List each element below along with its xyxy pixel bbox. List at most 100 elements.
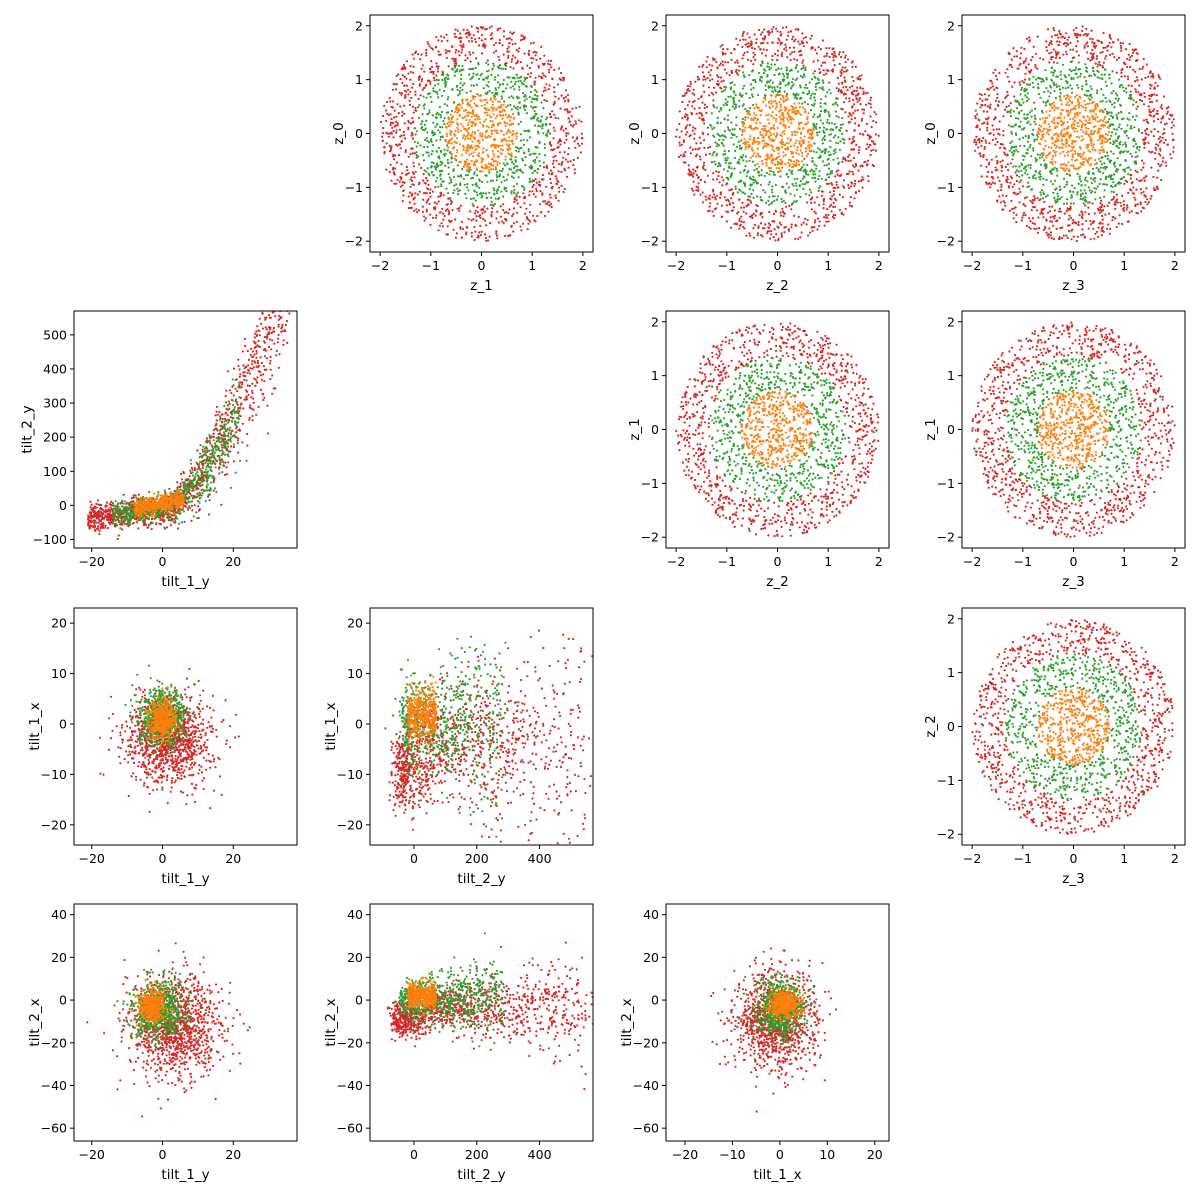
scatter-point bbox=[469, 60, 472, 63]
scatter-point bbox=[711, 154, 714, 157]
scatter-point bbox=[517, 80, 520, 83]
scatter-point bbox=[580, 132, 584, 135]
scatter-point bbox=[780, 134, 783, 138]
scatter-point bbox=[547, 59, 550, 63]
scatter-point bbox=[493, 202, 496, 206]
scatter-point bbox=[770, 229, 773, 233]
scatter-point bbox=[774, 107, 777, 110]
scatter-point bbox=[772, 132, 776, 135]
scatter-point bbox=[467, 189, 470, 192]
scatter-point bbox=[822, 39, 825, 42]
scatter-point bbox=[717, 134, 720, 137]
scatter-point bbox=[731, 81, 734, 84]
scatter-point bbox=[437, 113, 440, 116]
scatter-point bbox=[1158, 165, 1162, 168]
scatter-point bbox=[502, 133, 505, 136]
scatter-point bbox=[1136, 171, 1139, 174]
scatter-point bbox=[773, 220, 776, 223]
scatter-point bbox=[984, 103, 987, 107]
scatter-point bbox=[540, 101, 543, 104]
scatter-point bbox=[722, 168, 726, 171]
scatter-point bbox=[578, 144, 581, 147]
scatter-point bbox=[1006, 163, 1009, 166]
scatter-point bbox=[799, 236, 802, 239]
scatter-point bbox=[838, 129, 841, 132]
scatter-point bbox=[819, 148, 822, 151]
scatter-point bbox=[533, 169, 536, 172]
scatter-point bbox=[712, 151, 715, 154]
scatter-point bbox=[412, 165, 415, 168]
scatter-point bbox=[555, 177, 558, 180]
scatter-point bbox=[1111, 219, 1114, 222]
scatter-point bbox=[782, 120, 785, 123]
scatter-point bbox=[1080, 210, 1083, 213]
scatter-point bbox=[1006, 90, 1009, 93]
scatter-point bbox=[400, 163, 403, 166]
scatter-point bbox=[834, 101, 838, 104]
scatter-point bbox=[421, 210, 424, 213]
scatter-point bbox=[774, 163, 777, 166]
scatter-point bbox=[811, 78, 814, 81]
scatter-point bbox=[839, 74, 842, 77]
scatter-point bbox=[453, 140, 456, 143]
scatter-point bbox=[1126, 204, 1129, 207]
scatter-point bbox=[1150, 130, 1153, 133]
scatter-point bbox=[511, 113, 514, 116]
scatter-point bbox=[715, 60, 718, 64]
scatter-point bbox=[536, 94, 539, 98]
scatter-point bbox=[392, 172, 396, 175]
scatter-point bbox=[713, 58, 716, 61]
scatter-point bbox=[678, 136, 681, 139]
scatter-point bbox=[476, 160, 479, 163]
scatter-point bbox=[771, 138, 774, 141]
scatter-point bbox=[516, 108, 519, 111]
scatter-point bbox=[399, 147, 402, 150]
scatter-point bbox=[1031, 222, 1034, 225]
scatter-point bbox=[487, 239, 490, 242]
scatter-point bbox=[755, 182, 759, 185]
scatter-point bbox=[401, 181, 404, 184]
scatter-point bbox=[509, 66, 512, 69]
scatter-point bbox=[1073, 221, 1076, 224]
scatter-point bbox=[768, 173, 771, 176]
scatter-point bbox=[429, 95, 432, 99]
scatter-point bbox=[831, 103, 835, 106]
scatter-point bbox=[1139, 203, 1142, 206]
scatter-point bbox=[445, 233, 448, 236]
scatter-point bbox=[561, 76, 565, 79]
scatter-point bbox=[453, 218, 457, 221]
scatter-point bbox=[717, 174, 720, 178]
scatter-point bbox=[521, 222, 525, 225]
scatter-point bbox=[1159, 136, 1162, 139]
scatter-point bbox=[1155, 99, 1158, 102]
scatter-point bbox=[725, 204, 729, 207]
scatter-point bbox=[767, 226, 770, 229]
scatter-point bbox=[801, 106, 805, 109]
scatter-point bbox=[722, 104, 725, 107]
scatter-point bbox=[1165, 112, 1168, 115]
scatter-point bbox=[529, 90, 533, 94]
scatter-point bbox=[504, 87, 507, 90]
scatter-point bbox=[427, 151, 430, 154]
scatter-point bbox=[540, 178, 544, 181]
scatter-point bbox=[429, 188, 432, 191]
scatter-point bbox=[794, 223, 797, 226]
scatter-point bbox=[785, 66, 788, 69]
scatter-point bbox=[853, 129, 856, 132]
scatter-point bbox=[466, 28, 469, 32]
scatter-point bbox=[785, 69, 789, 72]
scatter-point bbox=[816, 228, 819, 231]
scatter-point bbox=[801, 61, 804, 64]
scatter-point bbox=[838, 193, 841, 196]
scatter-point bbox=[531, 190, 534, 193]
scatter-point bbox=[420, 53, 423, 56]
scatter-point bbox=[474, 148, 477, 151]
scatter-point bbox=[489, 163, 492, 166]
scatter-point bbox=[725, 210, 728, 213]
scatter-point bbox=[1169, 153, 1172, 156]
scatter-point bbox=[423, 103, 426, 106]
scatter-point bbox=[561, 161, 564, 164]
scatter-point bbox=[545, 202, 548, 205]
scatter-point bbox=[1013, 81, 1016, 84]
scatter-point bbox=[837, 169, 840, 172]
